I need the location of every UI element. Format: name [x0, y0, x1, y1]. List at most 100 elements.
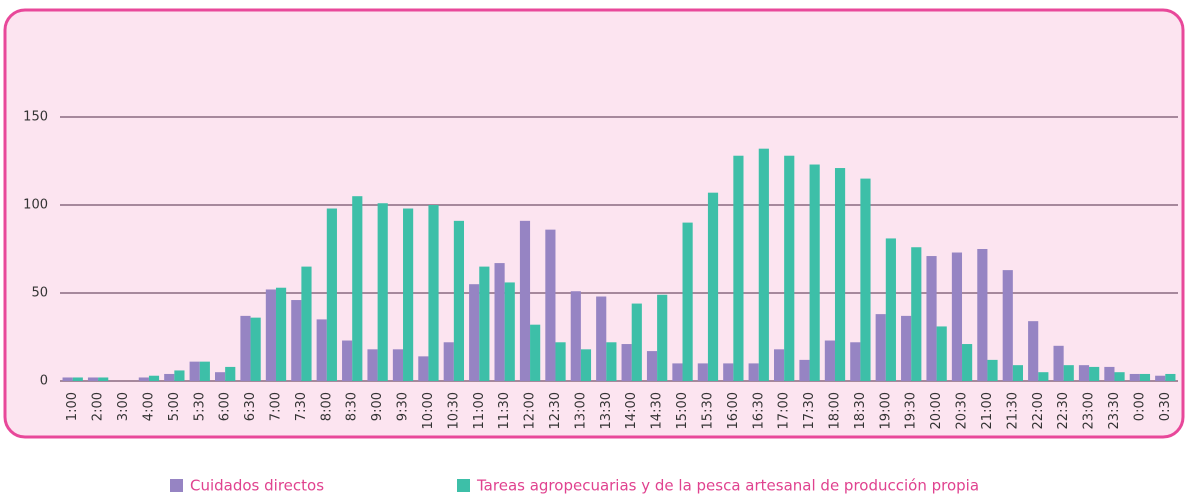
x-tick-label: 6:00 — [218, 392, 233, 421]
bar — [545, 229, 556, 381]
x-tick-label: 22:30 — [1056, 392, 1071, 429]
bar — [403, 208, 414, 381]
bar — [809, 164, 820, 381]
bar — [275, 287, 287, 381]
x-tick-label: 13:00 — [573, 392, 588, 429]
x-tick-label: 19:30 — [904, 392, 919, 429]
x-tick-label: 22:00 — [1031, 392, 1046, 429]
bar — [214, 372, 226, 381]
bar — [1104, 366, 1115, 381]
legend-label: Cuidados directos — [190, 477, 324, 495]
bar — [748, 363, 759, 381]
bar — [250, 317, 261, 381]
bar — [962, 344, 973, 381]
bar — [1078, 365, 1090, 381]
x-tick-label: 5:30 — [192, 392, 207, 421]
bar — [1038, 372, 1049, 381]
bar — [342, 340, 353, 381]
bar — [977, 249, 988, 381]
x-tick-label: 8:00 — [319, 392, 334, 421]
y-tick-label: 50 — [31, 286, 48, 301]
x-tick-label: 9:30 — [396, 392, 411, 421]
bar — [428, 205, 439, 381]
x-tick-label: 7:00 — [268, 392, 283, 421]
x-tick-label: 12:30 — [548, 392, 563, 429]
bar — [199, 361, 210, 381]
x-tick-label: 4:00 — [141, 392, 156, 421]
x-tick-label: 20:30 — [955, 392, 970, 429]
bar — [1063, 365, 1074, 381]
bar — [733, 155, 744, 381]
bar — [1165, 373, 1176, 381]
legend-swatch — [457, 479, 470, 492]
bar — [326, 208, 337, 381]
bar — [951, 252, 963, 381]
bar — [189, 361, 200, 381]
bar — [240, 315, 251, 381]
bar — [987, 359, 998, 381]
bar — [530, 324, 541, 381]
bar — [367, 349, 378, 381]
bar — [377, 203, 388, 381]
bar — [657, 294, 668, 381]
bar — [225, 366, 236, 381]
bar — [469, 284, 480, 381]
bar — [850, 342, 861, 381]
x-tick-label: 17:30 — [802, 392, 817, 429]
bar — [672, 363, 683, 381]
bar — [555, 342, 566, 381]
bar — [494, 263, 505, 381]
x-tick-label: 23:30 — [1107, 392, 1122, 429]
x-tick-label: 14:30 — [650, 392, 665, 429]
y-tick-label: 150 — [23, 110, 48, 125]
x-tick-label: 3:00 — [116, 392, 131, 421]
bar — [1053, 345, 1064, 381]
bar — [504, 282, 515, 381]
bar — [291, 300, 302, 381]
x-tick-label: 23:00 — [1082, 392, 1097, 429]
bar — [926, 256, 937, 381]
x-tick-label: 8:30 — [345, 392, 360, 421]
legend-label: Tareas agropecuarias y de la pesca artes… — [476, 477, 979, 495]
x-tick-label: 16:30 — [751, 392, 766, 429]
bar — [824, 340, 835, 381]
bar — [316, 319, 327, 381]
bar — [265, 289, 276, 381]
x-tick-label: 21:00 — [980, 392, 995, 429]
bar — [606, 342, 617, 381]
bar — [580, 349, 592, 381]
bar — [860, 178, 871, 381]
bar — [1155, 375, 1166, 381]
bar — [697, 363, 708, 381]
bar — [784, 155, 795, 381]
bar — [443, 342, 454, 381]
bar — [1139, 373, 1151, 381]
bar — [799, 359, 810, 381]
bar — [885, 238, 896, 381]
bar — [621, 344, 632, 381]
x-tick-label: 18:30 — [853, 392, 868, 429]
bar — [87, 377, 99, 381]
x-tick-label: 11:30 — [497, 392, 512, 429]
bar — [631, 303, 642, 381]
x-tick-label: 7:30 — [294, 392, 309, 421]
x-tick-label: 16:00 — [726, 392, 741, 429]
bar — [453, 220, 465, 381]
bar — [1089, 366, 1100, 381]
x-tick-label: 19:00 — [878, 392, 893, 429]
bar — [1028, 321, 1039, 381]
bar — [596, 296, 607, 381]
x-tick-label: 18:00 — [827, 392, 842, 429]
bar — [519, 220, 531, 381]
x-tick-label: 17:00 — [777, 392, 792, 429]
x-tick-label: 0:30 — [1158, 392, 1173, 421]
bar — [911, 247, 922, 381]
x-tick-label: 9:00 — [370, 392, 385, 421]
bar — [392, 349, 404, 381]
bar — [723, 363, 734, 381]
bar — [1012, 365, 1024, 381]
x-tick-label: 13:30 — [599, 392, 614, 429]
bar — [72, 377, 83, 381]
y-tick-label: 0 — [40, 374, 48, 389]
